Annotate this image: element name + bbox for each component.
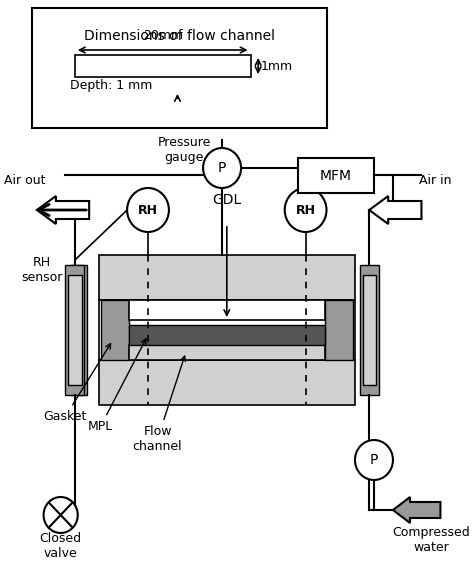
Circle shape [127, 188, 169, 232]
Bar [99, 360, 355, 405]
Bar [129, 300, 325, 320]
Text: MFM: MFM [320, 169, 352, 182]
Bar [65, 265, 84, 395]
Text: Compressed
water: Compressed water [392, 526, 470, 554]
Text: 20mm: 20mm [143, 29, 183, 42]
Bar [68, 275, 82, 385]
Text: RH: RH [138, 203, 158, 217]
Bar [99, 300, 355, 360]
Bar [100, 300, 129, 360]
Text: Depth: 1 mm: Depth: 1 mm [70, 78, 153, 92]
Text: 1mm: 1mm [261, 60, 293, 72]
Bar [32, 8, 327, 128]
Bar [363, 275, 376, 385]
Bar [99, 255, 355, 300]
Circle shape [285, 188, 327, 232]
Text: Air in: Air in [419, 173, 452, 186]
Circle shape [355, 440, 393, 480]
Bar [129, 325, 325, 345]
Text: Gasket: Gasket [44, 343, 110, 423]
Bar [298, 158, 374, 193]
Text: Air out: Air out [4, 173, 46, 186]
Bar [129, 345, 325, 360]
Text: Pressure
gauge: Pressure gauge [157, 136, 211, 164]
Circle shape [203, 148, 241, 188]
Text: MPL: MPL [88, 339, 146, 433]
Text: Dimensions of flow channel: Dimensions of flow channel [84, 29, 275, 43]
Bar [360, 265, 379, 395]
Text: Flow
channel: Flow channel [133, 356, 185, 453]
Text: Closed
valve: Closed valve [40, 532, 82, 560]
Text: GDL: GDL [212, 193, 241, 207]
Text: P: P [370, 453, 378, 467]
Circle shape [44, 497, 78, 533]
Bar [325, 300, 353, 360]
Text: RH
sensor: RH sensor [21, 256, 63, 284]
FancyArrow shape [37, 196, 89, 224]
Text: RH: RH [296, 203, 316, 217]
FancyArrow shape [369, 196, 421, 224]
Bar [75, 55, 251, 77]
Text: P: P [218, 161, 226, 175]
Bar [70, 265, 87, 395]
FancyArrow shape [393, 497, 440, 523]
